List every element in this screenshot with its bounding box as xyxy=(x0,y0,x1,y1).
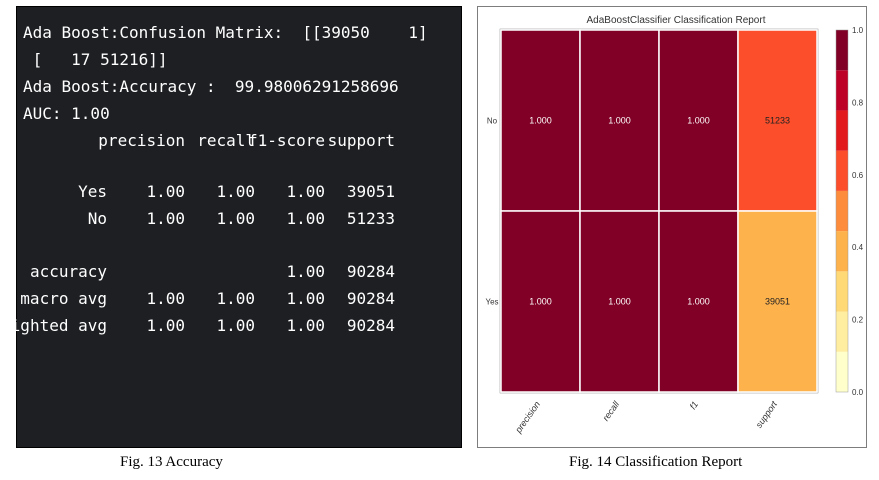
report-cell: 1.00 xyxy=(146,209,185,228)
report-row-label: Yes xyxy=(78,182,107,201)
report-cell: 1.00 xyxy=(286,262,325,281)
terminal-line: AUC: 1.00 xyxy=(23,104,110,123)
report-header-f1-score: f1-score xyxy=(247,131,325,150)
colorbar-segment xyxy=(836,150,848,191)
heatmap-cell-label: 1.000 xyxy=(529,116,552,126)
report-cell: 1.00 xyxy=(146,182,185,201)
terminal-line: Ada Boost:Accuracy : 99.98006291258696 xyxy=(23,77,399,96)
report-header-recall: recall xyxy=(197,131,255,150)
heatmap-cell xyxy=(500,210,581,393)
colorbar-segment xyxy=(836,110,848,151)
heatmap-column-label: support xyxy=(754,399,780,430)
heatmap-row-label: No xyxy=(487,117,498,126)
report-cell: 39051 xyxy=(346,182,395,201)
terminal-line: [ 17 51216]] xyxy=(23,50,168,69)
colorbar-tick-label: 0.8 xyxy=(852,98,864,107)
report-cell: 1.00 xyxy=(286,182,325,201)
report-cell: 51233 xyxy=(346,209,395,228)
heatmap-cell xyxy=(500,29,581,212)
colorbar-tick-label: 1.0 xyxy=(852,26,864,35)
colorbar-tick-label: 0.6 xyxy=(852,171,864,180)
heatmap-cell xyxy=(658,29,739,212)
report-cell: 90284 xyxy=(346,316,395,335)
heatmap-cell xyxy=(737,210,818,393)
heatmap-column-label: f1 xyxy=(688,399,701,411)
terminal-line: Ada Boost:Confusion Matrix: [[39050 1] xyxy=(23,23,428,42)
report-cell: 1.00 xyxy=(286,289,325,308)
caption-classification-report: Fig. 14 Classification Report xyxy=(569,454,743,470)
heatmap-cell xyxy=(579,210,660,393)
report-cell: 1.00 xyxy=(216,182,255,201)
report-header-precision: precision xyxy=(98,131,185,150)
colorbar-segment xyxy=(836,311,848,352)
heatmap-cell-label: 1.000 xyxy=(608,297,631,307)
colorbar-segment xyxy=(836,30,848,71)
heatmap-cell-label: 1.000 xyxy=(529,297,552,307)
colorbar-segment xyxy=(836,271,848,312)
colorbar-tick-label: 0.0 xyxy=(852,388,864,397)
heatmap-cell-label: 51233 xyxy=(765,116,790,126)
colorbar-segment xyxy=(836,70,848,111)
report-cell: 1.00 xyxy=(216,209,255,228)
terminal-output-panel: Ada Boost:Confusion Matrix: [[39050 1] [… xyxy=(0,6,462,448)
report-header-support: support xyxy=(327,131,395,150)
chart-title: AdaBoostClassifier Classification Report xyxy=(587,15,766,26)
heatmap-row-label: Yes xyxy=(485,298,498,307)
heatmap-column-label: recall xyxy=(601,399,622,423)
report-cell: 1.00 xyxy=(216,316,255,335)
report-cell: 90284 xyxy=(346,289,395,308)
colorbar-tick-label: 0.4 xyxy=(852,243,864,252)
heatmap-column-label: precision xyxy=(513,399,542,435)
colorbar-tick-label: 0.2 xyxy=(852,316,864,325)
classification-report-chart: AdaBoostClassifier Classification Report… xyxy=(477,6,867,448)
report-cell: 90284 xyxy=(346,262,395,281)
heatmap-cell-label: 1.000 xyxy=(687,297,710,307)
report-cell: 1.00 xyxy=(286,316,325,335)
heatmap-cell-label: 1.000 xyxy=(687,116,710,126)
colorbar-segment xyxy=(836,231,848,272)
report-cell: 1.00 xyxy=(146,316,185,335)
heatmap-cell xyxy=(658,210,739,393)
report-cell: 1.00 xyxy=(216,289,255,308)
report-cell: 1.00 xyxy=(146,289,185,308)
heatmap-cell xyxy=(579,29,660,212)
report-row-label: No xyxy=(87,209,107,228)
heatmap-cell-label: 39051 xyxy=(765,297,790,307)
colorbar-segment xyxy=(836,190,848,232)
report-row-label: accuracy xyxy=(29,262,107,281)
heatmap-svg: AdaBoostClassifier Classification Report… xyxy=(485,15,864,435)
caption-accuracy: Fig. 13 Accuracy xyxy=(120,454,223,470)
report-row-label: macro avg xyxy=(20,289,107,308)
colorbar-frame xyxy=(835,29,849,393)
heatmap-cell-label: 1.000 xyxy=(608,116,631,126)
report-row-label: weighted avg xyxy=(0,316,107,335)
colorbar-segment xyxy=(836,351,848,392)
report-cell: 1.00 xyxy=(286,209,325,228)
heatmap-cell xyxy=(737,29,818,212)
